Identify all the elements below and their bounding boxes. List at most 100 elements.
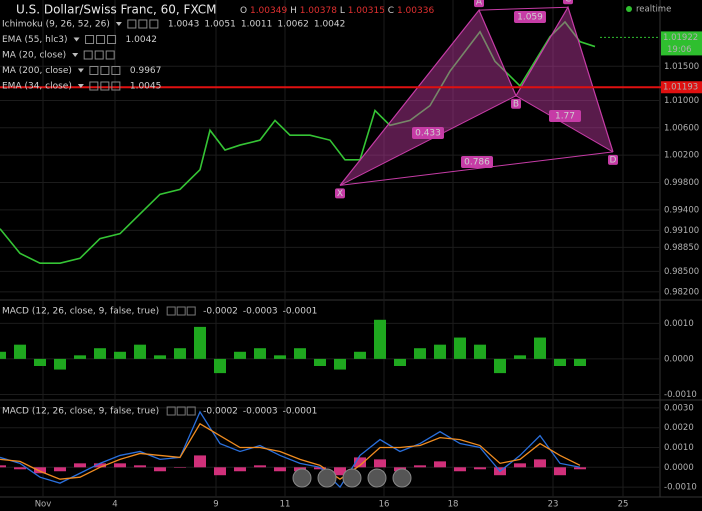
y-tick-label: -0.0010 bbox=[664, 483, 697, 493]
tool-button[interactable] bbox=[317, 468, 337, 488]
last-time-label: 19:06 bbox=[667, 45, 692, 55]
y-tick-label: 0.99100 bbox=[664, 226, 699, 236]
indicator-name: MA (20, close) bbox=[2, 51, 66, 61]
panel-reading: -0.0001 bbox=[283, 307, 318, 317]
y-tick-label: 1.00200 bbox=[664, 151, 699, 161]
panel-reading: -0.0003 bbox=[243, 407, 278, 417]
histogram-bar bbox=[94, 348, 106, 359]
indicator-menu bbox=[72, 53, 79, 57]
ohlc-label: O bbox=[240, 6, 247, 16]
pattern-point: B bbox=[513, 99, 519, 109]
indicator-button bbox=[127, 19, 137, 29]
tool-button[interactable] bbox=[392, 468, 412, 488]
tool-button[interactable] bbox=[292, 468, 312, 488]
pattern-point-box bbox=[474, 0, 484, 8]
ohlc-value: 1.00315 bbox=[348, 6, 385, 16]
histogram-bar bbox=[454, 337, 466, 359]
indicator-button bbox=[111, 81, 121, 91]
pattern-point-box bbox=[608, 154, 618, 165]
ohlc-label: L bbox=[340, 6, 345, 16]
indicator-reading: 0.9967 bbox=[130, 66, 162, 76]
pattern-point: A bbox=[476, 0, 483, 8]
histogram-bar bbox=[114, 351, 126, 359]
status: realtime bbox=[636, 5, 671, 15]
price-level-box bbox=[661, 81, 702, 94]
indicator-button bbox=[89, 81, 99, 91]
histogram-bar bbox=[94, 463, 106, 468]
panel-reading: -0.0001 bbox=[283, 407, 318, 417]
tool-button[interactable] bbox=[367, 468, 387, 488]
ohlc-label: C bbox=[388, 6, 394, 16]
plots bbox=[0, 0, 702, 497]
histogram-bar bbox=[74, 355, 86, 359]
ratio-box bbox=[549, 110, 581, 122]
last-price-label: 1.01922 bbox=[663, 33, 698, 43]
histogram-bar bbox=[0, 465, 6, 468]
y-tick-label: 0.99800 bbox=[664, 178, 699, 188]
ohlc-value: 1.00349 bbox=[250, 6, 287, 16]
x-tick-label: 16 bbox=[379, 500, 390, 510]
price-level-label: 1.01193 bbox=[663, 83, 698, 93]
panel-button bbox=[176, 306, 186, 316]
indicator-button bbox=[83, 50, 93, 60]
histogram-bar bbox=[14, 467, 26, 470]
pattern-point: C bbox=[565, 0, 571, 5]
histogram-bar bbox=[574, 358, 586, 366]
panel-button bbox=[176, 406, 186, 416]
histogram-bar bbox=[414, 465, 426, 468]
pattern-area bbox=[516, 7, 613, 152]
histogram-bar bbox=[534, 337, 546, 359]
histogram-bar bbox=[114, 463, 126, 468]
histogram-bar bbox=[134, 344, 146, 359]
histogram-bar bbox=[34, 467, 46, 474]
histogram-bar bbox=[554, 358, 566, 366]
histogram-bar bbox=[194, 455, 206, 468]
indicator-menu bbox=[115, 22, 122, 26]
panel-button bbox=[166, 406, 176, 416]
y-tick-label: -0.0010 bbox=[664, 390, 697, 400]
ohlc-value: 1.00378 bbox=[300, 6, 337, 16]
ohlc-label: H bbox=[290, 6, 297, 16]
pattern-point: X bbox=[337, 189, 343, 199]
histogram-bar bbox=[274, 467, 286, 472]
histogram-bar bbox=[434, 461, 446, 468]
indicator-button bbox=[149, 19, 159, 29]
ratio-box bbox=[412, 127, 444, 139]
y-tick-label: 0.0030 bbox=[664, 403, 694, 413]
histogram-bar bbox=[314, 358, 326, 366]
histogram-bar bbox=[214, 467, 226, 476]
x-tick-label: 25 bbox=[618, 500, 629, 510]
last-price-box bbox=[661, 31, 702, 56]
histogram-bar bbox=[14, 344, 26, 359]
indicator-menu bbox=[73, 37, 80, 42]
histogram-bar bbox=[454, 467, 466, 472]
histogram-bar bbox=[54, 467, 66, 472]
ratio-label: 0.433 bbox=[415, 129, 441, 139]
panel-title: MACD (12, 26, close, 9, false, true) bbox=[2, 307, 159, 317]
y-tick-label: 0.0010 bbox=[664, 443, 694, 453]
pattern-path bbox=[339, 5, 614, 186]
ratio-label: 0.786 bbox=[464, 158, 490, 168]
y-tick-label: 0.0020 bbox=[664, 423, 694, 433]
y-tick-label: 0.98200 bbox=[664, 287, 699, 297]
toolbar[interactable] bbox=[292, 468, 412, 488]
y-tick-label: 0.0000 bbox=[664, 463, 694, 473]
ratio-box bbox=[514, 11, 546, 23]
price-line bbox=[0, 20, 596, 265]
histogram-bar bbox=[514, 463, 526, 468]
macd-line bbox=[0, 422, 581, 480]
histogram-bar bbox=[54, 358, 66, 370]
indicator-reading: 1.0011 bbox=[241, 20, 273, 30]
x-tick-label: 4 bbox=[112, 500, 117, 510]
pattern-leg bbox=[515, 95, 614, 153]
panel-button bbox=[186, 406, 196, 416]
indicator-name: EMA (55, hlc3) bbox=[2, 35, 68, 45]
y-tick-label: 1.01000 bbox=[664, 96, 699, 106]
histogram-bar bbox=[254, 348, 266, 359]
histogram-bar bbox=[534, 459, 546, 468]
tool-button[interactable] bbox=[342, 468, 362, 488]
pattern-leg bbox=[478, 6, 569, 11]
panel-reading: -0.0002 bbox=[203, 307, 238, 317]
